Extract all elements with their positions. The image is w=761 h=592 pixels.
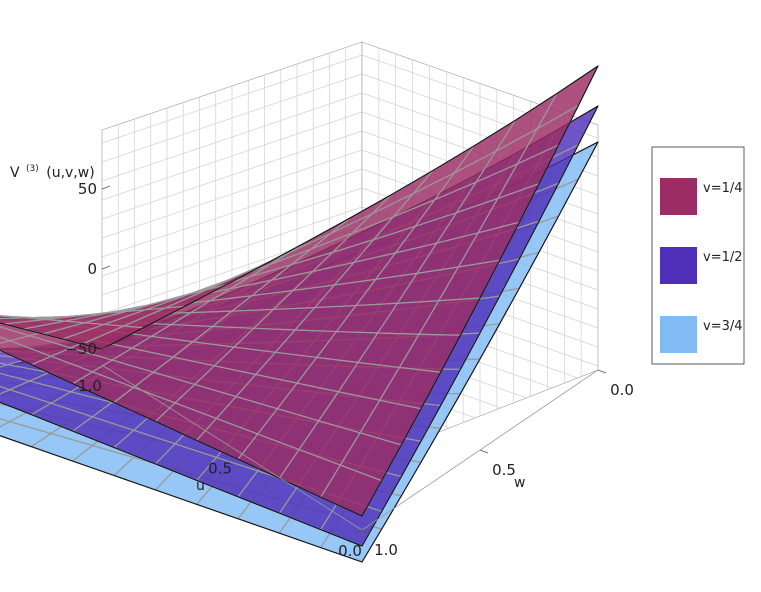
w-axis-ticks: 0.0 0.5 1.0 (361, 369, 634, 559)
w-tick-label: 0.0 (610, 381, 634, 399)
z-tick-label: 50 (78, 180, 97, 198)
w-tick-label: 0.5 (492, 461, 516, 479)
w-tick-mark (597, 369, 607, 374)
z-tick-mark (101, 265, 111, 270)
z-axis-label: V (3) (u,v,w) (10, 159, 95, 181)
legend-label: v=1/2 (703, 250, 743, 265)
legend-label: v=3/4 (703, 319, 743, 334)
z-tick-label: 0 (87, 260, 97, 278)
u-tick-mark (223, 447, 233, 451)
w-tick-mark (361, 529, 371, 534)
legend: v=1/4 v=1/2 v=3/4 (651, 146, 745, 365)
z-tick-mark (101, 345, 111, 350)
u-axis-ticks: 1.0 0.5 0.0 (78, 364, 363, 560)
u-tick-label: 1.0 (78, 377, 102, 395)
surfaces-layer (0, 64, 600, 563)
legend-swatch (660, 247, 697, 284)
z-axis-ticks: 50 0 −50 (65, 180, 111, 358)
z-tick-mark (101, 185, 111, 190)
legend-swatch (660, 316, 697, 353)
w-tick-label: 1.0 (374, 541, 398, 559)
u-tick-mark (93, 364, 103, 369)
u-tick-mark (353, 529, 363, 534)
surface-v-1-4 (0, 64, 600, 517)
u-tick-label: 0.0 (338, 542, 362, 560)
w-axis-label: w (514, 475, 525, 491)
u-axis-label: u (196, 478, 205, 494)
legend-label: v=1/4 (703, 181, 743, 196)
w-tick-mark (479, 449, 489, 454)
legend-swatch (660, 178, 697, 215)
u-tick-label: 0.5 (208, 460, 232, 478)
z-tick-label: −50 (65, 340, 97, 358)
